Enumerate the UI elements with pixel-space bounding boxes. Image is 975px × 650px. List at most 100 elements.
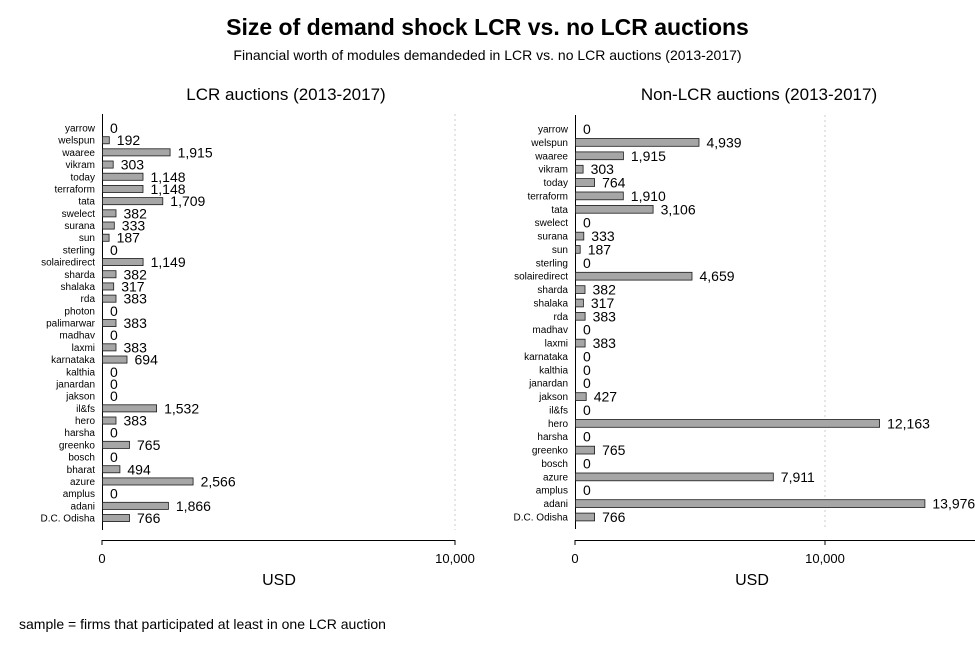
data-label: 0: [583, 375, 591, 391]
data-label: 0: [110, 376, 118, 392]
category-label: vikram: [539, 165, 568, 176]
bar: [102, 416, 117, 425]
bar: [102, 233, 110, 242]
data-label: 0: [583, 456, 591, 472]
data-label: 0: [583, 429, 591, 445]
data-label: 383: [593, 308, 617, 324]
category-label: kalthia: [66, 367, 95, 378]
data-label: 383: [593, 335, 617, 351]
category-label: shalaka: [61, 282, 96, 293]
x-tick-label: 0: [98, 551, 105, 566]
data-label: 1,148: [151, 181, 186, 197]
category-label: yarrow: [65, 124, 96, 135]
x-axis-title: USD: [262, 572, 296, 589]
category-label: sterling: [536, 258, 568, 269]
bar: [102, 160, 114, 169]
data-label: 0: [583, 348, 591, 364]
bar: [102, 514, 130, 522]
category-label: hero: [548, 419, 568, 430]
category-label: welspun: [57, 136, 95, 147]
data-label: 187: [588, 241, 612, 257]
bar: [575, 445, 596, 455]
category-label: palimarwar: [46, 319, 96, 330]
bar: [102, 294, 117, 303]
category-label: hero: [75, 416, 95, 427]
data-label: 317: [591, 295, 615, 311]
data-label: 333: [591, 228, 615, 244]
bar: [575, 245, 581, 254]
data-label: 382: [124, 205, 148, 221]
bar: [102, 477, 194, 486]
bar: [575, 138, 700, 147]
data-label: 383: [124, 315, 148, 331]
category-label: bharat: [67, 465, 96, 476]
bar: [102, 172, 144, 181]
bar: [102, 319, 117, 327]
data-label: 0: [110, 303, 118, 319]
data-label: 0: [110, 364, 118, 380]
category-label: bosch: [68, 453, 95, 464]
data-label: 427: [594, 389, 618, 405]
data-label: 1,910: [631, 188, 666, 204]
data-label: 7,911: [781, 469, 815, 485]
bar: [102, 440, 130, 449]
category-label: swelect: [62, 209, 96, 220]
data-label: 383: [124, 291, 148, 307]
data-label: 0: [110, 327, 118, 343]
data-label: 0: [110, 120, 118, 136]
category-label: laxmi: [72, 343, 95, 354]
category-label: tata: [551, 205, 568, 216]
data-label: 317: [121, 278, 145, 294]
chart-subtitle: Financial worth of modules demandeded in…: [233, 47, 742, 63]
category-label: greenko: [59, 440, 96, 451]
sample-note: sample = firms that participated at leas…: [19, 616, 386, 632]
category-label: tata: [78, 197, 95, 208]
data-label: 383: [124, 413, 148, 429]
data-label: 0: [110, 388, 118, 404]
category-label: swelect: [535, 218, 569, 229]
category-label: shalaka: [534, 298, 569, 309]
panel-lcr: LCR auctions (2013-2017) yarrow 0 welspun 19…: [41, 85, 475, 589]
data-label: 0: [583, 215, 591, 231]
data-label: 0: [583, 322, 591, 338]
chart-title: Size of demand shock LCR vs. no LCR auct…: [226, 14, 749, 40]
category-label: today: [71, 172, 95, 183]
bar: [102, 197, 164, 206]
bar: [102, 136, 110, 145]
data-label: 0: [583, 402, 591, 418]
category-label: D.C. Odisha: [514, 513, 569, 524]
data-label: 303: [591, 161, 615, 177]
category-label: kalthia: [539, 365, 568, 376]
category-label: sharda: [64, 270, 95, 281]
category-label: karnataka: [51, 355, 95, 366]
category-label: il&fs: [76, 404, 95, 415]
category-label: sharda: [537, 285, 568, 296]
category-label: solairedirect: [41, 258, 95, 269]
data-label: 1,532: [164, 400, 199, 416]
data-label: 765: [137, 437, 161, 453]
bar: [575, 178, 596, 187]
bar: [575, 499, 926, 508]
bar: [575, 392, 587, 401]
category-label: waaree: [61, 148, 95, 159]
category-label: karnataka: [524, 352, 568, 363]
panel-title: LCR auctions (2013-2017): [186, 85, 385, 104]
category-label: D.C. Odisha: [41, 514, 96, 525]
category-label: solairedirect: [514, 272, 568, 283]
category-label: sterling: [63, 245, 95, 256]
data-label: 0: [110, 242, 118, 258]
category-label: surana: [64, 221, 95, 232]
category-label: sun: [79, 233, 95, 244]
data-label: 494: [127, 461, 151, 477]
bar: [575, 151, 624, 161]
data-label: 1,149: [151, 254, 186, 270]
data-label: 4,939: [707, 134, 742, 150]
bar: [102, 355, 128, 364]
x-axis-title: USD: [735, 572, 769, 589]
bar: [102, 282, 115, 291]
bar: [575, 338, 586, 348]
category-label: il&fs: [549, 406, 568, 417]
bar: [102, 184, 144, 193]
bar: [575, 231, 585, 241]
